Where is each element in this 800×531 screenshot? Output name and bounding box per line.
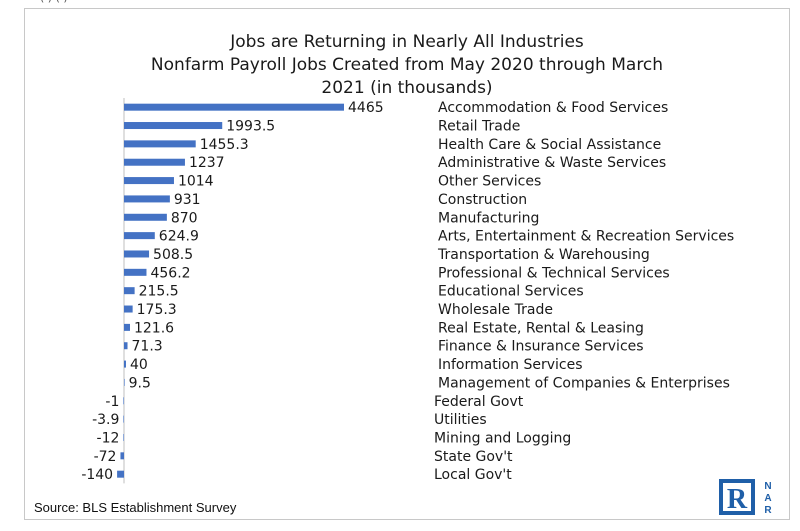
data-label: 4465 — [348, 100, 384, 116]
nar-logo: R N A R — [718, 478, 778, 516]
category-label: Wholesale Trade — [438, 302, 553, 318]
chart-frame — [24, 8, 790, 520]
category-label: Manufacturing — [438, 210, 539, 226]
bar — [124, 158, 185, 166]
bar — [117, 470, 124, 478]
bar — [124, 250, 150, 258]
bar — [124, 140, 196, 148]
data-label: 1993.5 — [226, 119, 275, 135]
bar — [124, 268, 147, 276]
data-label: -72 — [94, 449, 117, 465]
bar — [124, 287, 135, 295]
data-label: 1237 — [189, 155, 225, 171]
category-label: Finance & Insurance Services — [438, 339, 644, 355]
data-label: -12 — [97, 430, 120, 446]
chart-subtitle-line1: Nonfarm Payroll Jobs Created from May 20… — [150, 55, 664, 75]
bar — [124, 103, 344, 111]
data-label: 870 — [171, 210, 198, 226]
bar — [124, 195, 170, 203]
cropped-header-text: ( ) ( ) — [0, 0, 800, 5]
chart-title: Jobs are Returning in Nearly All Industr… — [230, 32, 584, 52]
category-label: Utilities — [434, 412, 487, 428]
bar — [124, 323, 130, 331]
bar — [124, 378, 125, 386]
category-label: Other Services — [438, 174, 541, 190]
chart-subtitle-line2: 2021 (in thousands) — [321, 78, 493, 98]
bar — [124, 360, 126, 368]
data-label: 456.2 — [150, 265, 190, 281]
category-label: Educational Services — [438, 284, 584, 300]
category-label: Local Gov't — [434, 467, 512, 483]
category-label: Federal Govt — [434, 394, 524, 410]
bar — [120, 452, 124, 460]
data-label: 71.3 — [132, 339, 163, 355]
data-label: 121.6 — [134, 320, 174, 336]
category-label: Accommodation & Food Services — [438, 100, 668, 116]
svg-text:R: R — [764, 505, 772, 516]
data-label: 1455.3 — [200, 137, 249, 153]
category-label: Construction — [438, 192, 527, 208]
data-label: 1014 — [178, 174, 214, 190]
category-label: State Gov't — [434, 449, 513, 465]
category-label: Administrative & Waste Services — [438, 155, 666, 171]
category-label: Professional & Technical Services — [438, 265, 670, 281]
source-note: Source: BLS Establishment Survey — [34, 500, 237, 515]
category-label: Retail Trade — [438, 119, 520, 135]
data-label: 624.9 — [159, 229, 199, 245]
data-label: 508.5 — [153, 247, 193, 263]
category-label: Arts, Entertainment & Recreation Service… — [438, 229, 734, 245]
bar — [124, 213, 167, 221]
bar — [123, 415, 124, 423]
bar — [124, 232, 155, 240]
data-label: -1 — [105, 394, 119, 410]
data-label: -3.9 — [92, 412, 119, 428]
data-label: 175.3 — [137, 302, 177, 318]
category-label: Mining and Logging — [434, 430, 571, 446]
category-label: Transportation & Warehousing — [437, 247, 650, 263]
category-label: Management of Companies & Enterprises — [438, 375, 730, 391]
data-label: 931 — [174, 192, 201, 208]
bar — [124, 305, 133, 313]
bar — [123, 433, 124, 441]
bar — [123, 397, 124, 405]
bar — [124, 177, 174, 185]
data-label: 215.5 — [139, 284, 179, 300]
svg-text:N: N — [764, 481, 771, 492]
data-label: -140 — [81, 467, 113, 483]
category-label: Health Care & Social Assistance — [438, 137, 661, 153]
bar — [124, 342, 128, 350]
svg-text:A: A — [764, 493, 771, 504]
svg-text:R: R — [727, 484, 748, 515]
bar — [124, 122, 223, 130]
category-label: Real Estate, Rental & Leasing — [438, 320, 644, 336]
data-label: 9.5 — [129, 375, 151, 391]
data-label: 40 — [130, 357, 148, 373]
category-label: Information Services — [438, 357, 583, 373]
